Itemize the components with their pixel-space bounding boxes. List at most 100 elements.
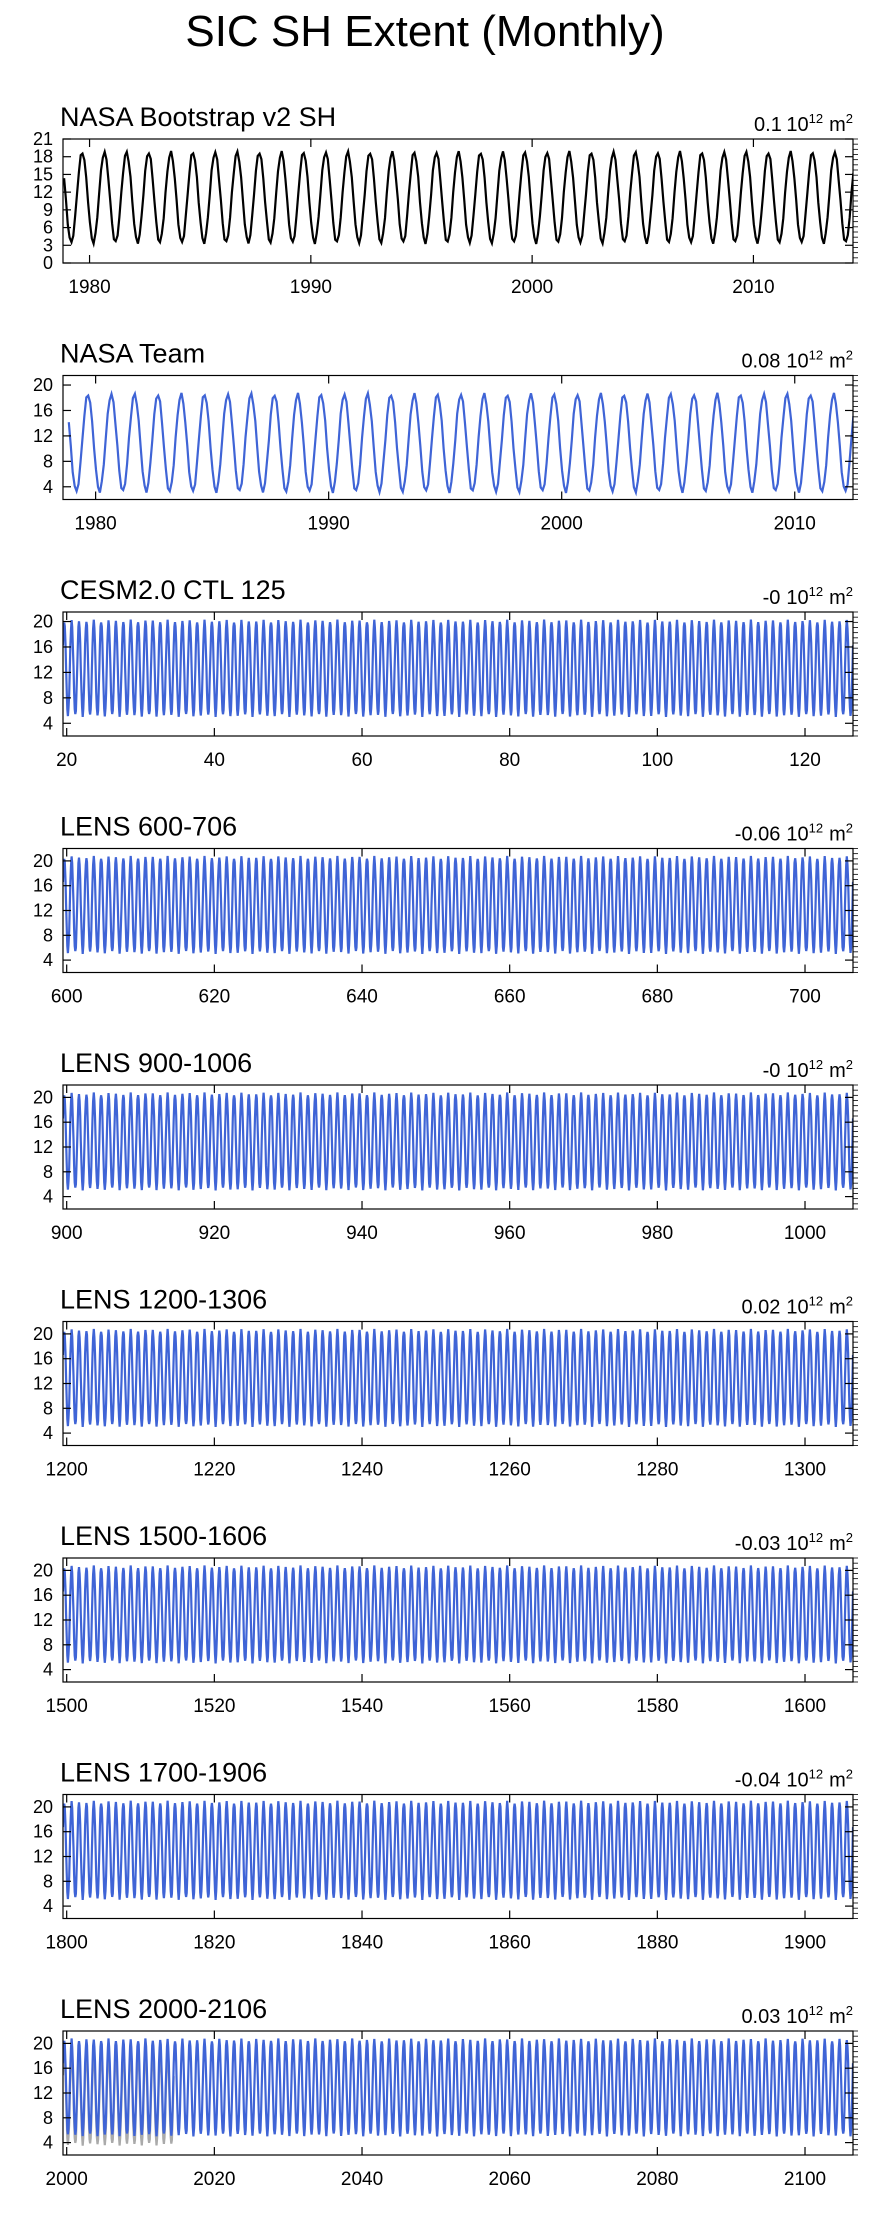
y-tick-label: 16 — [33, 876, 53, 896]
panel-title: LENS 900-1006 — [60, 1048, 252, 1078]
x-tick-label: 660 — [494, 987, 526, 1008]
annotation-value: -0 — [763, 587, 781, 609]
panel-title: NASA Bootstrap v2 SH — [60, 102, 336, 132]
y-tick-label: 6 — [43, 218, 53, 238]
panel-title: LENS 1200-1306 — [60, 1285, 267, 1315]
y-tick-label: 21 — [33, 129, 53, 149]
x-tick-label: 680 — [641, 987, 673, 1008]
panel-title: LENS 1700-1906 — [60, 1758, 267, 1788]
y-tick-label: 12 — [33, 2083, 53, 2103]
annotation-unit-base: 10 — [786, 1297, 808, 1319]
x-tick-label: 980 — [641, 1223, 673, 1244]
x-tick-label: 640 — [346, 987, 378, 1008]
y-tick-label: 8 — [43, 451, 53, 471]
annotation-unit-base: 10 — [786, 1533, 808, 1555]
x-tick-label: 1980 — [74, 514, 116, 535]
annotation-value: 0.02 — [741, 1297, 780, 1319]
x-tick-label: 2000 — [46, 2169, 88, 2190]
x-tick-label: 2000 — [541, 514, 583, 535]
annotation-value: -0.03 — [735, 1533, 781, 1555]
y-tick-label: 3 — [43, 235, 53, 255]
x-tick-label: 1820 — [193, 1933, 235, 1954]
trend-annotation: 0.1 1012 m2 — [754, 111, 853, 136]
annotation-unit-tail-exp: 2 — [846, 1294, 853, 1309]
y-tick-label: 20 — [33, 1087, 53, 1107]
annotation-unit-tail: m — [829, 1770, 846, 1792]
y-tick-label: 16 — [33, 1585, 53, 1605]
annotation-unit-base: 10 — [786, 1770, 808, 1792]
x-tick-label: 900 — [51, 1223, 83, 1244]
series-line — [67, 389, 853, 497]
annotation-unit-tail: m — [829, 824, 846, 846]
x-tick-label: 1900 — [784, 1933, 826, 1954]
panel-1: NASA Bootstrap v2 SH 0.1 1012 m2 1980 1990 200… — [33, 102, 858, 298]
y-tick-label: 16 — [33, 1349, 53, 1369]
annotation-unit-exp: 12 — [809, 1057, 823, 1072]
y-tick-label: 12 — [33, 1610, 53, 1630]
y-tick-label: 4 — [43, 477, 53, 497]
trend-annotation: -0.04 1012 m2 — [735, 1767, 853, 1792]
x-tick-label: 2060 — [489, 2169, 531, 2190]
annotation-unit-exp: 12 — [809, 111, 823, 126]
x-tick-label: 100 — [641, 750, 673, 771]
annotation-unit-exp: 12 — [809, 1530, 823, 1545]
y-tick-label: 4 — [43, 713, 53, 733]
x-tick-label: 1240 — [341, 1460, 383, 1481]
x-tick-label: 1260 — [489, 1460, 531, 1481]
y-tick-label: 16 — [33, 400, 53, 420]
x-tick-label: 1840 — [341, 1933, 383, 1954]
y-tick-label: 4 — [43, 1896, 53, 1916]
x-tick-label: 620 — [199, 987, 231, 1008]
annotation-unit-tail: m — [829, 1297, 846, 1319]
y-tick-label: 20 — [33, 375, 53, 395]
x-tick-label: 1600 — [784, 1696, 826, 1717]
series-line — [63, 855, 853, 954]
y-tick-label: 20 — [33, 1797, 53, 1817]
x-tick-label: 60 — [351, 750, 372, 771]
series-line — [63, 1328, 853, 1427]
annotation-unit-tail-exp: 2 — [846, 1057, 853, 1072]
y-tick-label: 20 — [33, 2033, 53, 2053]
y-tick-label: 8 — [43, 1398, 53, 1418]
y-tick-label: 4 — [43, 1423, 53, 1443]
y-tick-label: 8 — [43, 688, 53, 708]
y-tick-label: 12 — [33, 662, 53, 682]
annotation-unit-tail: m — [829, 587, 846, 609]
x-tick-label: 40 — [204, 750, 225, 771]
annotation-unit-tail-exp: 2 — [846, 584, 853, 599]
x-tick-label: 920 — [199, 1223, 231, 1244]
y-tick-label: 8 — [43, 1635, 53, 1655]
series-line — [63, 619, 853, 717]
x-tick-label: 1990 — [290, 277, 332, 298]
x-tick-label: 1880 — [636, 1933, 678, 1954]
x-tick-label: 1980 — [68, 277, 110, 298]
y-tick-label: 8 — [43, 1162, 53, 1182]
x-tick-label: 80 — [499, 750, 520, 771]
x-tick-label: 2000 — [511, 277, 553, 298]
annotation-value: 0.03 — [741, 2006, 780, 2028]
y-tick-label: 8 — [43, 925, 53, 945]
annotation-unit-exp: 12 — [809, 348, 823, 363]
annotation-unit-tail-exp: 2 — [846, 1530, 853, 1545]
x-tick-label: 2010 — [732, 277, 774, 298]
x-tick-label: 20 — [56, 750, 77, 771]
trend-annotation: -0 1012 m2 — [763, 584, 853, 609]
annotation-unit-exp: 12 — [809, 584, 823, 599]
annotation-value: 0.08 — [741, 351, 780, 373]
panel-title: CESM2.0 CTL 125 — [60, 575, 286, 605]
y-tick-label: 12 — [33, 1847, 53, 1867]
x-tick-label: 1580 — [636, 1696, 678, 1717]
annotation-value: 0.1 — [754, 114, 782, 136]
panel-title: NASA Team — [60, 339, 205, 369]
trend-annotation: 0.08 1012 m2 — [741, 348, 853, 373]
y-tick-label: 12 — [33, 426, 53, 446]
trend-annotation: -0.03 1012 m2 — [735, 1530, 853, 1555]
y-tick-label: 4 — [43, 950, 53, 970]
panel-title: LENS 2000-2106 — [60, 1994, 267, 2024]
y-tick-label: 4 — [43, 1187, 53, 1207]
